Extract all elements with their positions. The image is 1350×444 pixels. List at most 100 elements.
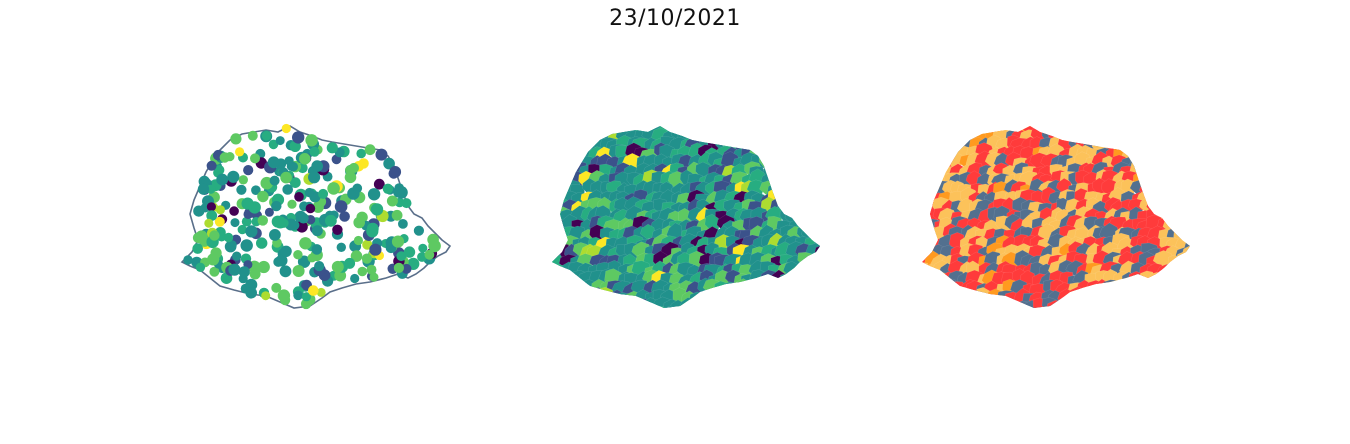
municipality-region <box>731 287 749 308</box>
municipality-region <box>823 173 840 189</box>
municipality-region <box>818 206 820 226</box>
municipality-region <box>814 216 820 230</box>
municipality-region <box>1175 281 1190 301</box>
municipality-region <box>552 225 559 243</box>
municipality-region <box>1164 128 1185 148</box>
municipality-point <box>325 214 337 227</box>
municipality-region <box>552 136 561 156</box>
municipality-region <box>1140 144 1160 159</box>
municipality-region <box>561 310 579 324</box>
municipality-region <box>1066 299 1083 308</box>
municipality-region <box>1127 127 1146 145</box>
municipality-region <box>1192 218 1205 235</box>
municipality-region <box>951 297 968 308</box>
municipality-region <box>741 126 759 133</box>
municipality-point <box>267 156 280 169</box>
municipality-region <box>1194 184 1211 199</box>
municipality-region <box>552 160 559 178</box>
municipality-region <box>1167 287 1185 305</box>
municipality-region <box>1173 200 1190 219</box>
municipality-point <box>401 263 412 274</box>
municipality-point <box>284 156 294 166</box>
municipality-region <box>1180 197 1190 218</box>
municipality-point <box>238 175 248 185</box>
municipality-point <box>223 232 234 243</box>
municipality-region <box>1163 299 1179 308</box>
municipality-region <box>1182 142 1190 160</box>
municipality-region <box>815 304 820 308</box>
municipality-point <box>339 211 350 222</box>
municipality-region <box>922 299 930 308</box>
municipality-region <box>659 305 681 308</box>
municipality-point <box>305 203 316 214</box>
municipality-region <box>1189 153 1190 174</box>
municipality-region <box>824 256 844 271</box>
municipality-region <box>984 300 1004 308</box>
municipality-point <box>298 212 309 224</box>
municipality-region <box>767 280 782 296</box>
municipality-region <box>729 299 750 308</box>
municipality-region <box>590 299 606 308</box>
municipality-region <box>787 126 804 136</box>
municipality-region <box>722 291 739 308</box>
municipality-region <box>624 309 642 325</box>
municipality-region <box>1175 251 1190 271</box>
municipality-region <box>786 300 806 308</box>
municipality-region <box>777 166 796 184</box>
municipality-point <box>311 160 323 172</box>
municipality-region <box>1153 164 1175 180</box>
municipality-region <box>553 280 571 299</box>
municipality-region <box>1189 273 1190 290</box>
municipality-region <box>1165 165 1183 181</box>
choropleth-map-panel <box>552 126 845 325</box>
municipality-region <box>1148 311 1168 326</box>
municipality-region <box>1131 288 1150 304</box>
municipality-point <box>261 130 272 141</box>
municipality-point <box>304 187 315 198</box>
municipality-point <box>326 142 338 154</box>
municipality-region <box>922 129 939 145</box>
municipality-region <box>1147 281 1166 297</box>
municipality-region <box>1014 305 1029 308</box>
municipality-point <box>256 237 268 249</box>
municipality-point <box>388 168 399 179</box>
municipality-region <box>1156 171 1174 192</box>
municipality-point <box>314 261 325 272</box>
municipality-point <box>316 287 326 297</box>
municipality-region <box>1177 161 1190 179</box>
municipality-region <box>1181 171 1190 188</box>
municipality-region <box>577 299 595 308</box>
municipality-region <box>750 126 769 143</box>
municipality-region <box>826 145 845 161</box>
municipality-regions <box>552 126 845 325</box>
municipality-region <box>1056 126 1076 135</box>
municipality-region <box>715 307 732 308</box>
municipality-region <box>744 279 761 297</box>
municipality-region <box>1184 270 1190 287</box>
municipality-region <box>751 299 768 308</box>
municipality-region <box>676 126 692 138</box>
municipality-point <box>332 224 343 235</box>
municipality-region <box>1162 178 1180 198</box>
municipality-region <box>806 138 820 155</box>
municipality-region <box>1195 299 1211 314</box>
municipality-region <box>1149 133 1169 153</box>
municipality-region <box>1165 205 1182 225</box>
municipality-region <box>1187 254 1190 269</box>
municipality-point <box>391 209 403 221</box>
municipality-point <box>247 130 258 141</box>
municipality-region <box>1192 254 1208 270</box>
municipality-point <box>386 195 398 207</box>
municipality-region <box>553 175 570 189</box>
municipality-region <box>722 300 742 308</box>
municipality-region <box>949 130 968 148</box>
municipality-region <box>1163 126 1182 134</box>
municipality-point <box>243 165 254 176</box>
municipality-point <box>228 263 241 276</box>
municipality-point <box>269 229 281 241</box>
municipality-point <box>240 239 253 252</box>
municipality-point <box>369 243 382 256</box>
municipality-region <box>922 303 930 308</box>
municipality-point <box>417 252 427 262</box>
municipality-point <box>204 218 214 228</box>
